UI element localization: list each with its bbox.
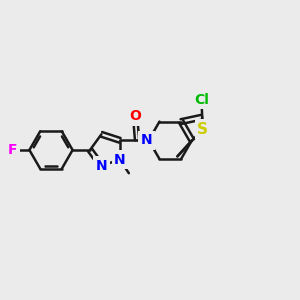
- Text: Cl: Cl: [194, 93, 209, 107]
- Text: S: S: [197, 122, 208, 137]
- Text: O: O: [130, 110, 142, 124]
- Text: N: N: [96, 159, 107, 173]
- Text: F: F: [8, 143, 17, 157]
- Text: N: N: [114, 153, 126, 167]
- Text: N: N: [140, 133, 152, 147]
